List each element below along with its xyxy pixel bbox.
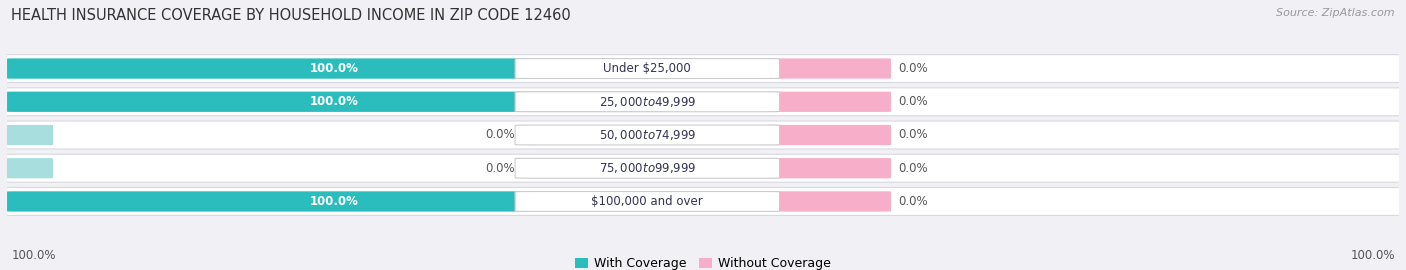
- Text: 100.0%: 100.0%: [1350, 249, 1395, 262]
- Text: 0.0%: 0.0%: [898, 95, 928, 108]
- Text: 100.0%: 100.0%: [309, 62, 359, 75]
- Text: $50,000 to $74,999: $50,000 to $74,999: [599, 128, 696, 142]
- Text: 0.0%: 0.0%: [485, 162, 515, 175]
- FancyBboxPatch shape: [766, 92, 891, 112]
- Text: Under $25,000: Under $25,000: [603, 62, 692, 75]
- FancyBboxPatch shape: [7, 125, 53, 145]
- FancyBboxPatch shape: [766, 191, 891, 212]
- FancyBboxPatch shape: [766, 125, 891, 145]
- FancyBboxPatch shape: [7, 58, 661, 79]
- Text: $25,000 to $49,999: $25,000 to $49,999: [599, 95, 696, 109]
- Text: 0.0%: 0.0%: [898, 129, 928, 141]
- Legend: With Coverage, Without Coverage: With Coverage, Without Coverage: [575, 258, 831, 270]
- FancyBboxPatch shape: [7, 191, 661, 212]
- Text: 100.0%: 100.0%: [11, 249, 56, 262]
- FancyBboxPatch shape: [515, 92, 779, 112]
- FancyBboxPatch shape: [515, 59, 779, 79]
- FancyBboxPatch shape: [0, 88, 1406, 116]
- FancyBboxPatch shape: [7, 158, 53, 178]
- Text: $100,000 and over: $100,000 and over: [592, 195, 703, 208]
- Text: 0.0%: 0.0%: [485, 129, 515, 141]
- FancyBboxPatch shape: [7, 92, 661, 112]
- FancyBboxPatch shape: [766, 58, 891, 79]
- FancyBboxPatch shape: [515, 125, 779, 145]
- FancyBboxPatch shape: [0, 154, 1406, 182]
- Text: 100.0%: 100.0%: [309, 195, 359, 208]
- Text: $75,000 to $99,999: $75,000 to $99,999: [599, 161, 696, 175]
- FancyBboxPatch shape: [515, 158, 779, 178]
- FancyBboxPatch shape: [0, 121, 1406, 149]
- FancyBboxPatch shape: [766, 158, 891, 178]
- Text: 100.0%: 100.0%: [309, 95, 359, 108]
- Text: 0.0%: 0.0%: [898, 162, 928, 175]
- Text: Source: ZipAtlas.com: Source: ZipAtlas.com: [1277, 8, 1395, 18]
- Text: 0.0%: 0.0%: [898, 62, 928, 75]
- FancyBboxPatch shape: [0, 187, 1406, 215]
- FancyBboxPatch shape: [0, 55, 1406, 83]
- Text: 0.0%: 0.0%: [898, 195, 928, 208]
- Text: HEALTH INSURANCE COVERAGE BY HOUSEHOLD INCOME IN ZIP CODE 12460: HEALTH INSURANCE COVERAGE BY HOUSEHOLD I…: [11, 8, 571, 23]
- FancyBboxPatch shape: [515, 191, 779, 211]
